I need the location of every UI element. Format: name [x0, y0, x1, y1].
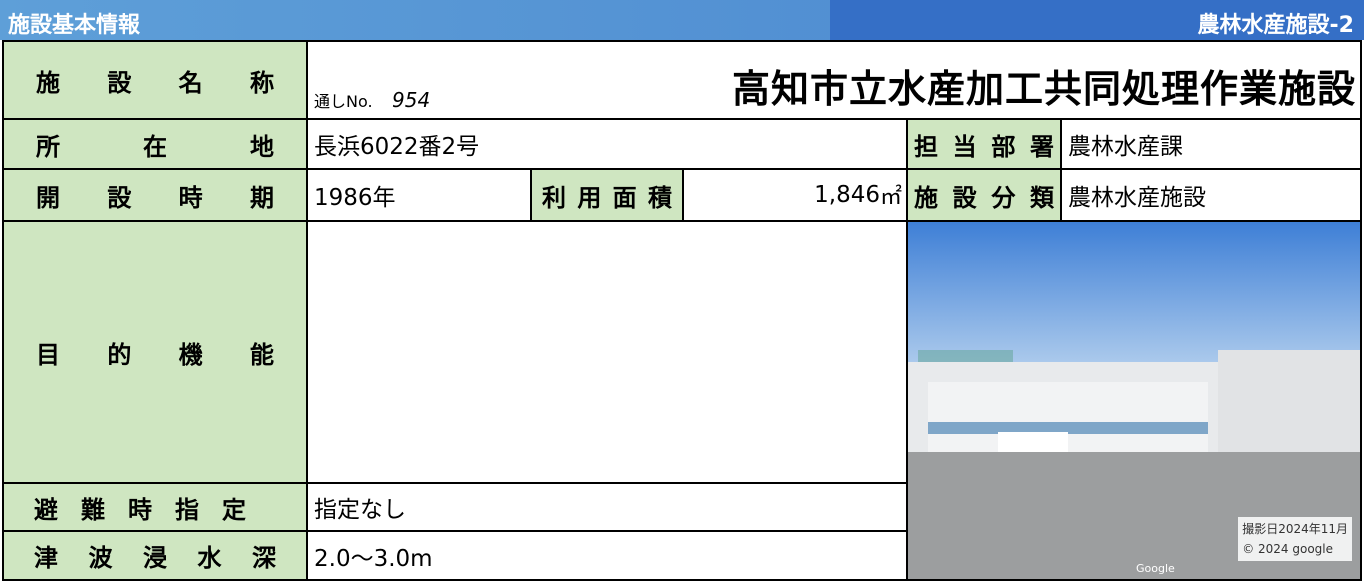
label-char: 施 [914, 183, 938, 212]
label-char: 的 [107, 340, 132, 369]
label-char: 所 [36, 132, 60, 161]
label-cell: 目的機能 [2, 220, 308, 484]
label: 津波浸水深 [34, 538, 276, 573]
label-char: 面 [612, 183, 637, 212]
label-char: 称 [249, 68, 274, 97]
label-cell: 利用面積 [530, 168, 684, 222]
header-bar: 施設基本情報 農林水産施設-2 [0, 0, 1364, 40]
value-cell: 長浜6022番2号 [306, 118, 908, 170]
area: 1,846 [814, 182, 880, 208]
label: 施設分類 [914, 178, 1054, 213]
label: 所在地 [36, 127, 274, 162]
label-char: 水 [197, 544, 222, 572]
serial-label: 通しNo. [314, 92, 373, 111]
label-char: 設 [107, 183, 132, 212]
value-cell: 農林水産課 [1060, 118, 1362, 170]
value: 2.0〜3.0m [314, 545, 433, 572]
value: 1986年 [314, 185, 396, 211]
value-cell: 1986年 [306, 168, 532, 222]
label-char: 当 [952, 132, 977, 161]
label-char: 時 [128, 495, 152, 524]
value: 農林水産課 [1068, 134, 1183, 160]
value-cell [306, 220, 908, 484]
label-cell: 避難時指定 [2, 482, 308, 532]
label-char: 能 [249, 340, 274, 369]
label-char: 署 [1029, 132, 1054, 161]
photo-caption: 撮影日2024年11月 © 2024 google [1238, 517, 1352, 561]
photo-cell: 撮影日2024年11月 © 2024 google Google [906, 220, 1362, 581]
label-char: 利 [542, 183, 566, 212]
label-char: 津 [34, 544, 58, 572]
category-code: 農林水産施設-2 [1197, 13, 1354, 38]
header-title: 施設基本情報 [8, 13, 141, 38]
value: 指定なし [314, 497, 406, 523]
label-char: 分 [991, 183, 1016, 212]
photo [908, 222, 1360, 579]
label-char: 浸 [143, 544, 167, 572]
value-cell: 1,846 ㎡ [682, 168, 908, 222]
name-cell: 通しNo. 954 高知市立水産加工共同処理作業施設 [306, 40, 1362, 120]
label-char: 用 [577, 183, 602, 212]
label: 目的機能 [36, 335, 274, 370]
label-char: 施 [36, 68, 60, 97]
label-char: 地 [250, 132, 274, 161]
label-char: 在 [143, 132, 167, 161]
serial: 954 [392, 88, 431, 112]
label-char: 時 [178, 183, 203, 212]
label-cell: 施設分類 [906, 168, 1062, 222]
label-char: 難 [81, 495, 105, 524]
label-char: 定 [222, 495, 246, 524]
label-char: 波 [88, 544, 113, 572]
label-cell: 所在地 [2, 118, 308, 170]
label-char: 機 [178, 340, 203, 369]
area-unit: ㎡ [879, 185, 902, 210]
label-char: 深 [252, 544, 276, 572]
label-char: 設 [952, 183, 977, 212]
label-char: 期 [249, 183, 274, 212]
photo-date: 撮影日2024年11月 [1242, 522, 1348, 536]
label-cell: 担当部署 [906, 118, 1062, 170]
label-char: 設 [107, 68, 132, 97]
value-cell: 指定なし [306, 482, 908, 532]
label-char: 避 [34, 495, 58, 524]
value-cell: 2.0〜3.0m [306, 530, 908, 581]
label-char: 指 [175, 495, 199, 524]
value: 農林水産施設 [1068, 185, 1206, 211]
label-cell: 施設名称 [2, 40, 308, 120]
watermark: Google [1136, 562, 1175, 575]
label: 担当部署 [914, 127, 1054, 162]
label: 避難時指定 [34, 490, 246, 525]
label-cell: 津波浸水深 [2, 530, 308, 581]
photo-copyright: © 2024 google [1242, 542, 1333, 556]
label-char: 積 [647, 183, 672, 212]
label-char: 名 [178, 68, 203, 97]
label: 施設名称 [36, 63, 274, 98]
value: 長浜6022番2号 [314, 134, 480, 160]
label-char: 開 [36, 183, 60, 212]
label-char: 類 [1029, 183, 1054, 212]
label-cell: 開設時期 [2, 168, 308, 222]
header-band [830, 0, 1364, 40]
label-char: 目 [36, 340, 60, 369]
label: 利用面積 [542, 178, 672, 213]
label-char: 部 [991, 132, 1016, 161]
label: 開設時期 [36, 178, 274, 213]
facility-name: 高知市立水産加工共同処理作業施設 [731, 67, 1356, 111]
value-cell: 農林水産施設 [1060, 168, 1362, 222]
label-char: 担 [914, 132, 938, 161]
